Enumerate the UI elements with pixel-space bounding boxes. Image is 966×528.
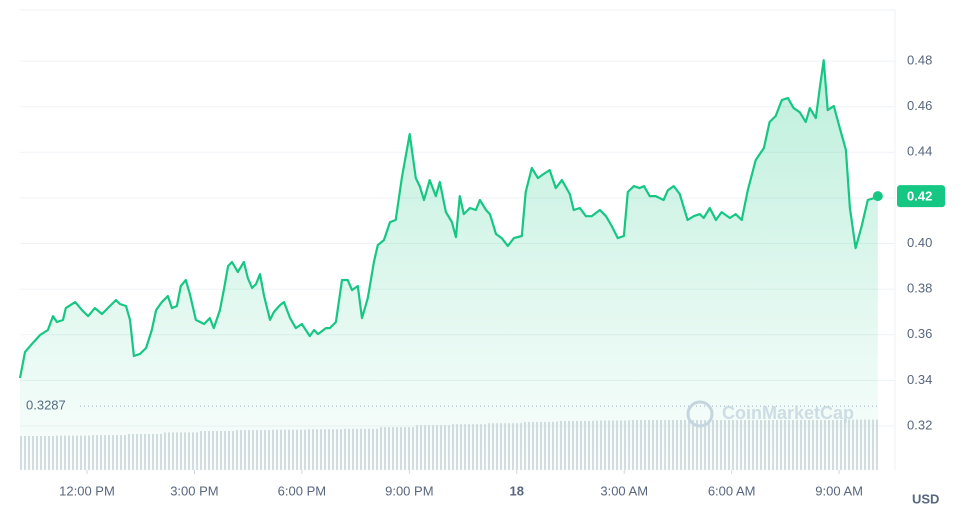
y-tick-label: 0.36 [907,326,932,341]
y-tick-label: 0.34 [907,372,932,387]
x-tick-label: 12:00 PM [59,483,115,498]
x-tick-label: 9:00 AM [815,483,863,498]
x-tick-label: 3:00 PM [170,483,218,498]
current-price-badge [897,185,945,208]
y-tick-label: 0.46 [907,98,932,113]
y-tick-label: 0.38 [907,281,932,296]
x-tick-label: 18 [510,483,524,498]
current-price-dot [872,191,883,202]
x-tick-label: 6:00 PM [278,483,326,498]
price-area [20,60,878,470]
y-tick-label: 0.32 [907,417,932,432]
x-tick-label: 3:00 AM [600,483,648,498]
price-layer: 0.42 [18,59,945,470]
y-tick-label: 0.44 [907,144,932,159]
price-line [18,59,879,379]
y-axis-label: USD [912,491,939,506]
x-tick-label: 6:00 AM [708,483,756,498]
x-tick-label: 9:00 PM [385,483,433,498]
y-tick-label: 0.40 [907,235,932,250]
y-tick-label: 0.48 [907,53,932,68]
current-price-label: 0.42 [907,189,932,204]
